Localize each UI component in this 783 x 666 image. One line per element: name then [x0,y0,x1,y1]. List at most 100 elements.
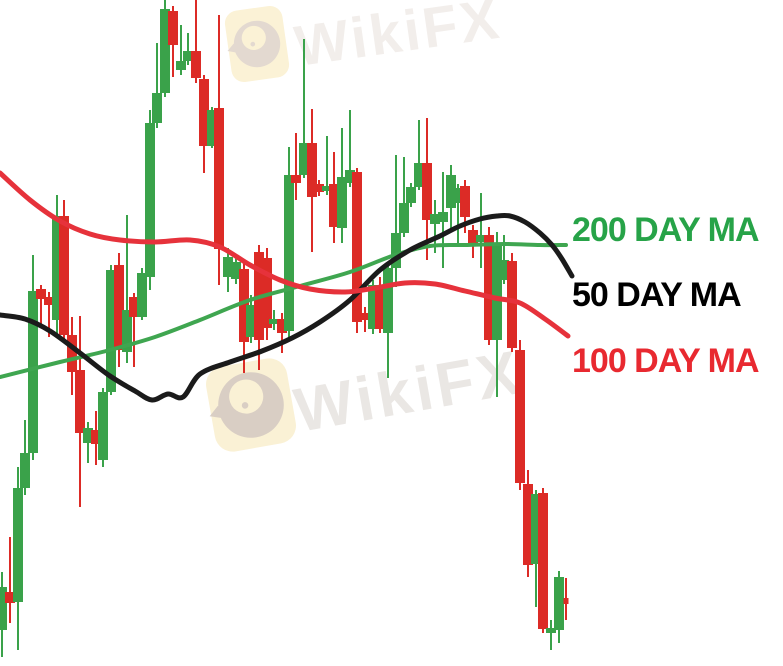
candle-down [5,537,15,623]
candle-wick [503,235,505,284]
candle-body [507,261,517,348]
candle-body [106,270,116,392]
candle-up [152,43,162,128]
candle-wick [156,43,158,128]
candle-body [91,430,101,444]
candle-down [277,313,287,353]
candle-body [554,577,564,630]
candle-up [223,248,233,292]
candle-wick [9,537,11,623]
candle-body [299,143,309,175]
candle-down [59,200,69,340]
candle-down [375,277,385,333]
candle-body [98,392,108,460]
candle-up [269,310,279,330]
candle-body [368,285,378,329]
watermark: WikiFX [224,0,505,83]
candle-down [291,133,301,200]
candle-body [277,319,287,333]
candle-body [383,268,393,333]
candle-wick [418,120,420,190]
candle-down [75,316,85,507]
candle-up [446,165,456,230]
candle-down [468,225,478,258]
candle-body [337,177,347,228]
candle-up [406,183,416,207]
candle-up [546,620,556,650]
candle-up [137,268,147,320]
candle-up [322,136,332,195]
candle-wick [326,136,328,195]
candle-body [352,172,362,322]
candle-wick [349,110,351,187]
candle-body [67,335,77,372]
candle-body [160,9,170,93]
candle-body [499,260,509,280]
candle-body [75,370,85,433]
ma-line-200-day-ma [0,242,568,379]
candle-up [345,110,355,187]
candle-body [446,175,456,208]
candle-body [453,188,463,203]
candle-body [145,123,155,277]
candle-down [199,75,209,173]
candle-up [13,467,23,650]
candle-body [246,305,256,337]
candle-up [453,184,463,245]
candle-up [414,120,424,190]
candle-body [391,233,401,268]
candle-body [239,269,249,342]
candle-body [36,289,46,299]
candle-body [5,592,15,603]
candle-up [83,422,93,463]
candle-down [523,470,533,577]
candle-body [307,143,317,197]
candle-body [129,297,139,317]
candle-down [239,262,249,373]
legend-50-day-ma-label: 50 DAY MA [572,276,742,314]
candle-body [231,262,241,279]
candle-wick [434,200,436,253]
candle-body [284,175,294,331]
candle-up [337,128,347,243]
ma-line-100-day-ma [0,170,571,339]
candle-up [391,155,401,287]
candle-down [484,227,494,345]
candle-body [414,163,424,187]
candle-body [375,287,385,329]
candle-body [515,350,525,483]
candle-body [546,628,556,633]
candle-up [492,232,502,397]
candle-body [207,110,217,146]
candle-wick [187,33,189,65]
candle-up [20,420,30,495]
candle-up [0,572,7,657]
candle-up [176,25,186,75]
candle-down [44,292,54,337]
candle-body [20,453,30,488]
candle-body [114,265,124,350]
candle-down [563,578,569,620]
candle-body [13,488,23,602]
candle-up [438,172,448,268]
candle-up [231,255,241,284]
candle-down [191,0,201,83]
candle-up [531,490,541,607]
candle-up [183,33,193,65]
candle-body [199,79,209,146]
candle-body [28,291,38,453]
candle-up [299,39,309,178]
candle-body [345,170,355,183]
watermark-text: WikiFX [289,338,528,446]
candle-down [422,118,432,260]
candle-body [83,428,93,443]
candles [0,0,569,657]
candle-wick [303,39,305,178]
candle-down [129,293,139,367]
candle-body [176,61,186,70]
ma-line-50-day-ma [0,212,575,403]
candle-up [145,110,155,290]
candle-body [183,51,193,61]
